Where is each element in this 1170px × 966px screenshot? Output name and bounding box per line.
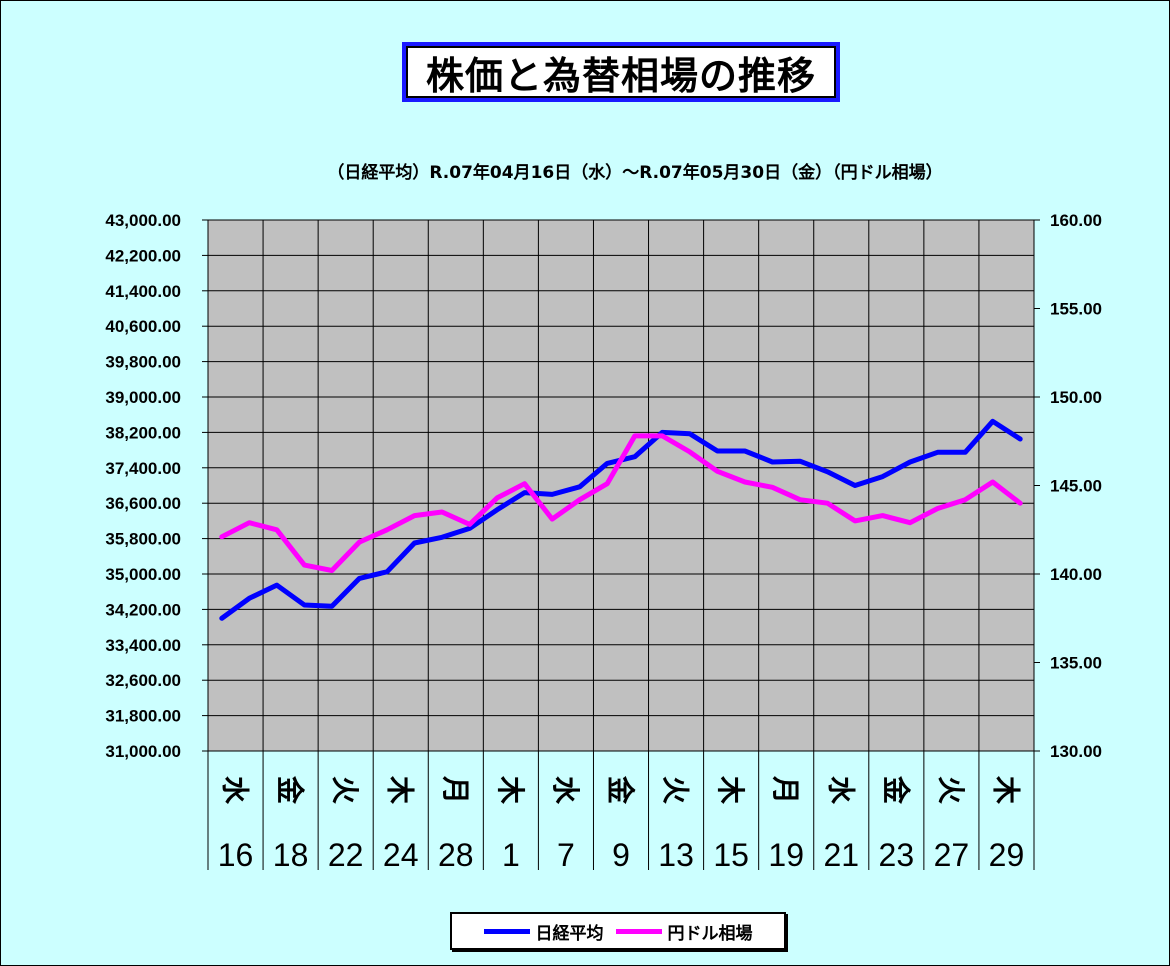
x-day-label: 金 — [879, 775, 912, 805]
right-tick-label: 145.00 — [1050, 477, 1102, 496]
x-day-label: 水 — [219, 776, 252, 805]
left-tick-label: 36,600.00 — [105, 494, 181, 513]
x-date-label: 29 — [989, 837, 1025, 873]
legend-swatch-usdjpy — [615, 928, 662, 934]
x-day-label: 木 — [494, 775, 527, 804]
x-date-label: 24 — [383, 837, 419, 873]
left-tick-label: 35,000.00 — [105, 565, 181, 584]
x-date-label: 23 — [879, 837, 915, 873]
left-tick-label: 43,000.00 — [105, 211, 181, 230]
right-axis-ticks: 160.00 155.00 150.00 145.00 140.00 135.00 130.… — [1050, 211, 1102, 761]
legend-label-usdjpy: 円ドル相場 — [667, 923, 753, 944]
x-day-label: 火 — [329, 776, 362, 804]
x-date-label: 18 — [273, 837, 309, 873]
left-tick-label: 41,400.00 — [105, 282, 181, 301]
right-tick-label: 140.00 — [1050, 565, 1102, 584]
x-date-label: 15 — [713, 837, 749, 873]
left-tick-label: 35,800.00 — [105, 530, 181, 549]
right-tick-label: 155.00 — [1050, 300, 1102, 319]
legend-item-nikkei: 日経平均 — [483, 919, 604, 944]
right-tick-label: 130.00 — [1050, 742, 1102, 761]
x-date-label: 21 — [823, 837, 859, 873]
left-tick-label: 37,400.00 — [105, 459, 181, 478]
right-tick-label: 160.00 — [1050, 211, 1102, 230]
left-tick-label: 31,000.00 — [105, 742, 181, 761]
chart-subtitle: （日経平均）R.07年04月16日（水）～R.07年05月30日（金）（円ドル相… — [327, 163, 943, 183]
x-axis-labels: 水金火木月木水金火木月水金火木16 18 22 24 28 1 7 9 13 15 19 21 23 27… — [218, 775, 1025, 873]
left-tick-label: 42,200.00 — [105, 246, 181, 265]
left-tick-label: 39,000.00 — [105, 388, 181, 407]
left-tick-label: 39,800.00 — [105, 353, 181, 372]
x-day-label: 火 — [659, 776, 692, 804]
x-date-label: 9 — [612, 837, 630, 873]
x-date-label: 1 — [502, 837, 520, 873]
x-date-label: 13 — [658, 837, 694, 873]
left-tick-label: 31,800.00 — [105, 707, 181, 726]
legend-label-nikkei: 日経平均 — [535, 923, 604, 944]
x-day-label: 木 — [384, 775, 417, 804]
x-grid-lines — [207, 220, 1035, 870]
series-line-usdjpy — [219, 433, 1023, 573]
chart-title: 株価と為替相場の推移 — [402, 42, 840, 102]
x-day-label: 木 — [989, 775, 1022, 804]
left-axis-ticks: 43,000.00 42,200.00 41,400.00 40,600.00 39,8… — [105, 211, 181, 761]
legend-item-usdjpy: 円ドル相場 — [615, 919, 753, 944]
left-tick-label: 32,600.00 — [105, 671, 181, 690]
plot-area — [207, 219, 1035, 752]
grid-lines — [202, 219, 1040, 752]
x-day-label: 月 — [769, 775, 802, 804]
right-tick-label: 135.00 — [1050, 654, 1102, 673]
left-tick-label: 40,600.00 — [105, 317, 181, 336]
legend: 日経平均 円ドル相場 — [450, 912, 786, 950]
x-day-label: 水 — [824, 776, 857, 805]
x-date-label: 22 — [328, 837, 364, 873]
x-date-label: 27 — [934, 837, 970, 873]
x-date-label: 19 — [768, 837, 804, 873]
x-day-label: 金 — [604, 775, 637, 805]
left-tick-label: 34,200.00 — [105, 600, 181, 619]
x-day-label: 水 — [549, 776, 582, 805]
x-day-label: 月 — [439, 775, 472, 804]
legend-swatch-nikkei — [483, 928, 530, 934]
x-day-label: 火 — [934, 776, 967, 804]
x-date-label: 28 — [438, 837, 474, 873]
x-date-label: 16 — [218, 837, 254, 873]
x-day-label: 木 — [714, 775, 747, 804]
left-tick-label: 38,200.00 — [105, 423, 181, 442]
x-date-label: 7 — [557, 837, 575, 873]
series-layer — [219, 418, 1023, 621]
x-day-label: 金 — [274, 775, 307, 805]
left-tick-label: 33,400.00 — [105, 636, 181, 655]
right-tick-label: 150.00 — [1050, 388, 1102, 407]
